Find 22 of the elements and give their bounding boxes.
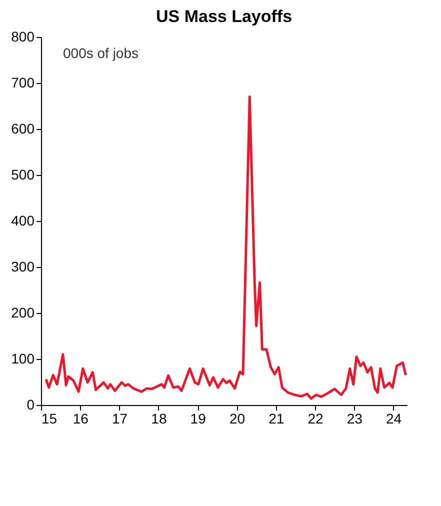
y-tick-label: 800	[11, 28, 35, 44]
x-tick-label: 19	[190, 410, 206, 426]
x-tick-label: 20	[229, 410, 246, 426]
chart-title: US Mass Layoffs	[156, 7, 292, 26]
y-tick-label: 0	[26, 396, 35, 412]
y-tick-label: 100	[11, 350, 35, 366]
line-series	[44, 96, 408, 400]
x-tick-label: 17	[112, 410, 128, 426]
x-tick-label: 24	[386, 410, 402, 426]
y-tick-label: 500	[11, 166, 35, 182]
y-tick-label: 300	[11, 258, 35, 274]
y-tick-label: 700	[11, 74, 35, 90]
x-tick-label: 15	[42, 410, 58, 426]
x-tick-label: 18	[151, 410, 167, 426]
annotation: 000s of jobs	[63, 45, 138, 61]
x-tick-label: 22	[308, 410, 324, 426]
x-tick-label: 23	[346, 410, 363, 426]
y-tick-label: 200	[11, 304, 35, 320]
x-tick-label: 16	[72, 410, 89, 426]
x-tick-label: 21	[268, 410, 284, 426]
y-tick-label: 600	[11, 120, 35, 136]
y-tick-label: 400	[11, 212, 35, 228]
